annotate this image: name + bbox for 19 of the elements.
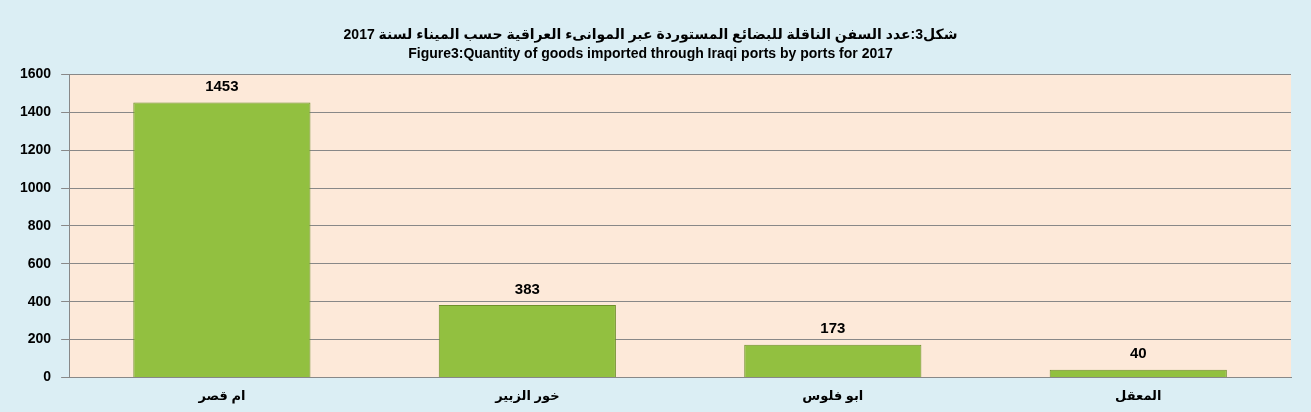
y-tick-label: 0 — [43, 368, 52, 385]
chart-title: شكل3:عدد السفن الناقلة للبضائع المستوردة عبر الموانىء العراقية حسب الميناء لسنة 2017 — [343, 26, 958, 44]
y-tick-label: 1400 — [19, 103, 52, 120]
y-tick-label: 1200 — [19, 141, 52, 158]
data-label: 383 — [514, 279, 540, 297]
data-label: 173 — [820, 319, 846, 337]
y-tick-label: 600 — [27, 254, 52, 271]
x-tick-label: ام قصر — [197, 387, 246, 404]
y-tick-label: 1000 — [19, 179, 52, 196]
x-tick-label: خور الزبير — [494, 387, 560, 403]
y-tick-label: 800 — [27, 216, 52, 233]
chart-subtitle: Figure3:Quantity of goods imported through Iraqi ports by ports for 2017 — [408, 45, 893, 62]
data-label: 1453 — [205, 77, 239, 95]
x-tick-label: ابو فلوس — [802, 387, 864, 403]
y-tick-label: 400 — [27, 292, 52, 309]
data-label: 40 — [1129, 344, 1147, 362]
y-tick-label: 200 — [27, 330, 52, 347]
x-tick-label: المعقل — [1115, 387, 1162, 403]
y-tick-label: 1600 — [19, 65, 52, 82]
